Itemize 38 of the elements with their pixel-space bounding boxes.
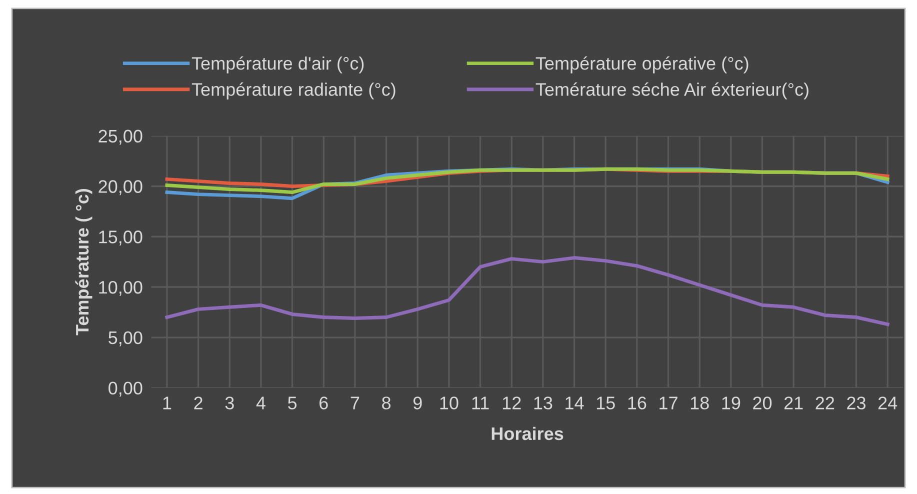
line-series <box>165 256 890 326</box>
x-tick-label: 6 <box>320 396 328 410</box>
x-tick-label: 20 <box>753 396 772 410</box>
x-tick-label: 23 <box>847 396 866 410</box>
x-tick-label: 10 <box>440 396 458 410</box>
y-tick-label: 0,00 <box>108 382 142 397</box>
x-tick-label: 12 <box>502 396 521 410</box>
y-tick-label: 5,00 <box>108 331 142 346</box>
x-tick-label: 21 <box>784 396 803 410</box>
x-tick-label: 13 <box>534 396 552 410</box>
legend-label: Température d'air (°c) <box>192 56 364 74</box>
x-tick-label: 16 <box>628 396 646 410</box>
x-tick-label: 15 <box>596 396 615 410</box>
x-tick-label: 18 <box>690 396 709 410</box>
x-tick-label: 22 <box>816 396 834 410</box>
x-tick-label: 5 <box>288 396 297 410</box>
y-axis-title: Température ( °c) <box>75 189 92 336</box>
x-tick-label: 9 <box>413 396 422 410</box>
y-tick-label: 25,00 <box>98 130 142 145</box>
x-tick-label: 11 <box>472 396 489 410</box>
x-tick-label: 3 <box>225 396 234 410</box>
y-tick-label: 15,00 <box>99 230 142 246</box>
x-tick-label: 2 <box>194 396 202 410</box>
x-tick-label: 1 <box>163 396 172 410</box>
x-axis-title: Horaires <box>492 426 564 440</box>
x-tick-label: 24 <box>878 396 898 410</box>
line-series <box>165 167 890 194</box>
x-tick-label: 17 <box>660 396 678 410</box>
legend-label: Température opérative (°c) <box>536 56 748 74</box>
legend-label: Temérature séche Air éxterieur(°c) <box>536 82 808 100</box>
y-tick-label: 10,00 <box>99 280 142 296</box>
x-tick-label: 4 <box>256 396 266 410</box>
legend-label: Température radiante (°c) <box>192 82 396 100</box>
x-tick-label: 19 <box>722 396 740 410</box>
x-tick-label: 7 <box>350 396 360 410</box>
x-tick-label: 14 <box>566 396 584 410</box>
y-tick-label: 20,00 <box>98 180 142 196</box>
x-tick-label: 8 <box>382 396 391 410</box>
